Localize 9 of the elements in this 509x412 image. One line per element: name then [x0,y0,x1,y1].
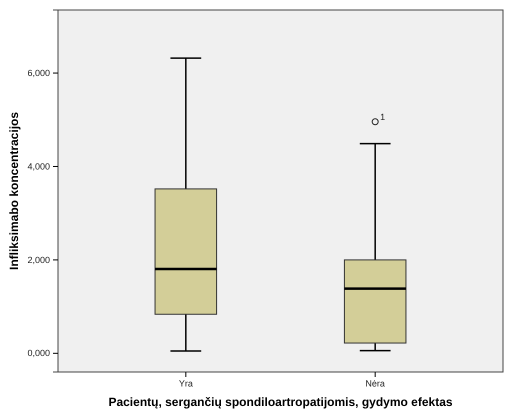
x-axis-title: Pacientų, sergančių spondiloartropatijomis, gydymo efektas [108,395,453,409]
annotation: 1 [380,112,386,122]
y-axis-title: Infliksimabo koncentracijos [7,112,21,270]
y-tick-label: 4,000 [27,161,50,172]
x-tick-label: Nėra [365,378,385,388]
y-tick-label: 6,000 [27,68,50,78]
y-tick-label: 2,000 [27,254,50,265]
x-tick-label: Yra [178,378,193,388]
y-tick-label: 0,000 [27,348,50,358]
